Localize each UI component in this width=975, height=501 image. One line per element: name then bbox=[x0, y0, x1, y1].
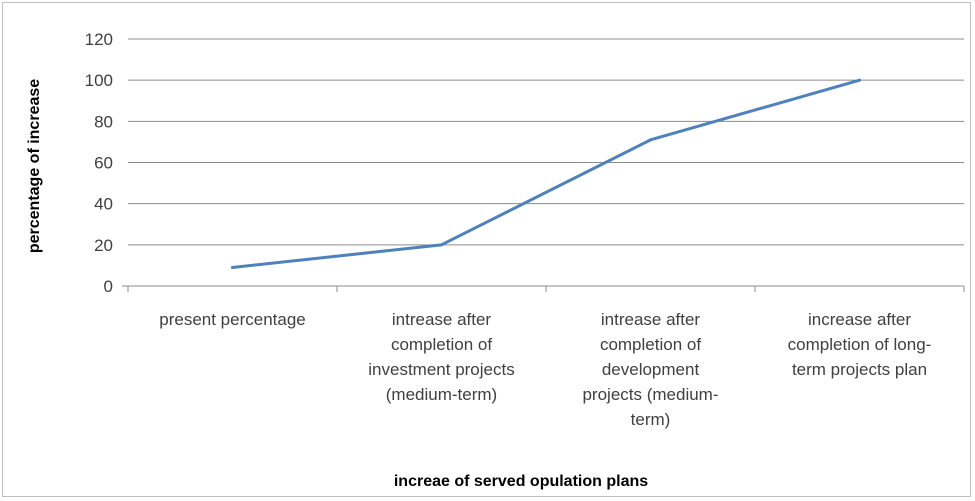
y-tick-label: 100 bbox=[85, 71, 113, 90]
category-labels: present percentage intrease after completi… bbox=[159, 310, 931, 429]
data-point bbox=[231, 265, 234, 269]
x-axis-title: increae of served opulation plans bbox=[394, 473, 648, 490]
gridlines bbox=[128, 38, 964, 246]
y-tick-label: 120 bbox=[85, 30, 113, 49]
category-label: intrease after completion of investment pr… bbox=[368, 310, 514, 404]
category-label: present percentage bbox=[159, 310, 306, 329]
category-label: intrease after completion of development pr… bbox=[582, 310, 718, 429]
y-tick-label: 0 bbox=[104, 277, 113, 296]
y-tick-labels: 0 20 40 60 80 100 120 bbox=[85, 30, 113, 296]
series-line bbox=[231, 78, 861, 269]
y-axis-title: percentage of increase bbox=[26, 79, 43, 253]
data-point bbox=[858, 78, 861, 82]
x-axis bbox=[122, 285, 965, 292]
y-tick-label: 60 bbox=[94, 154, 113, 173]
y-tick-label: 20 bbox=[94, 236, 113, 255]
data-point bbox=[649, 138, 652, 142]
y-tick-label: 40 bbox=[94, 195, 113, 214]
y-tick-label: 80 bbox=[94, 112, 113, 131]
series-layer bbox=[231, 78, 861, 269]
data-point bbox=[440, 243, 443, 247]
category-label: increase after completion of long-term pr… bbox=[788, 310, 932, 379]
